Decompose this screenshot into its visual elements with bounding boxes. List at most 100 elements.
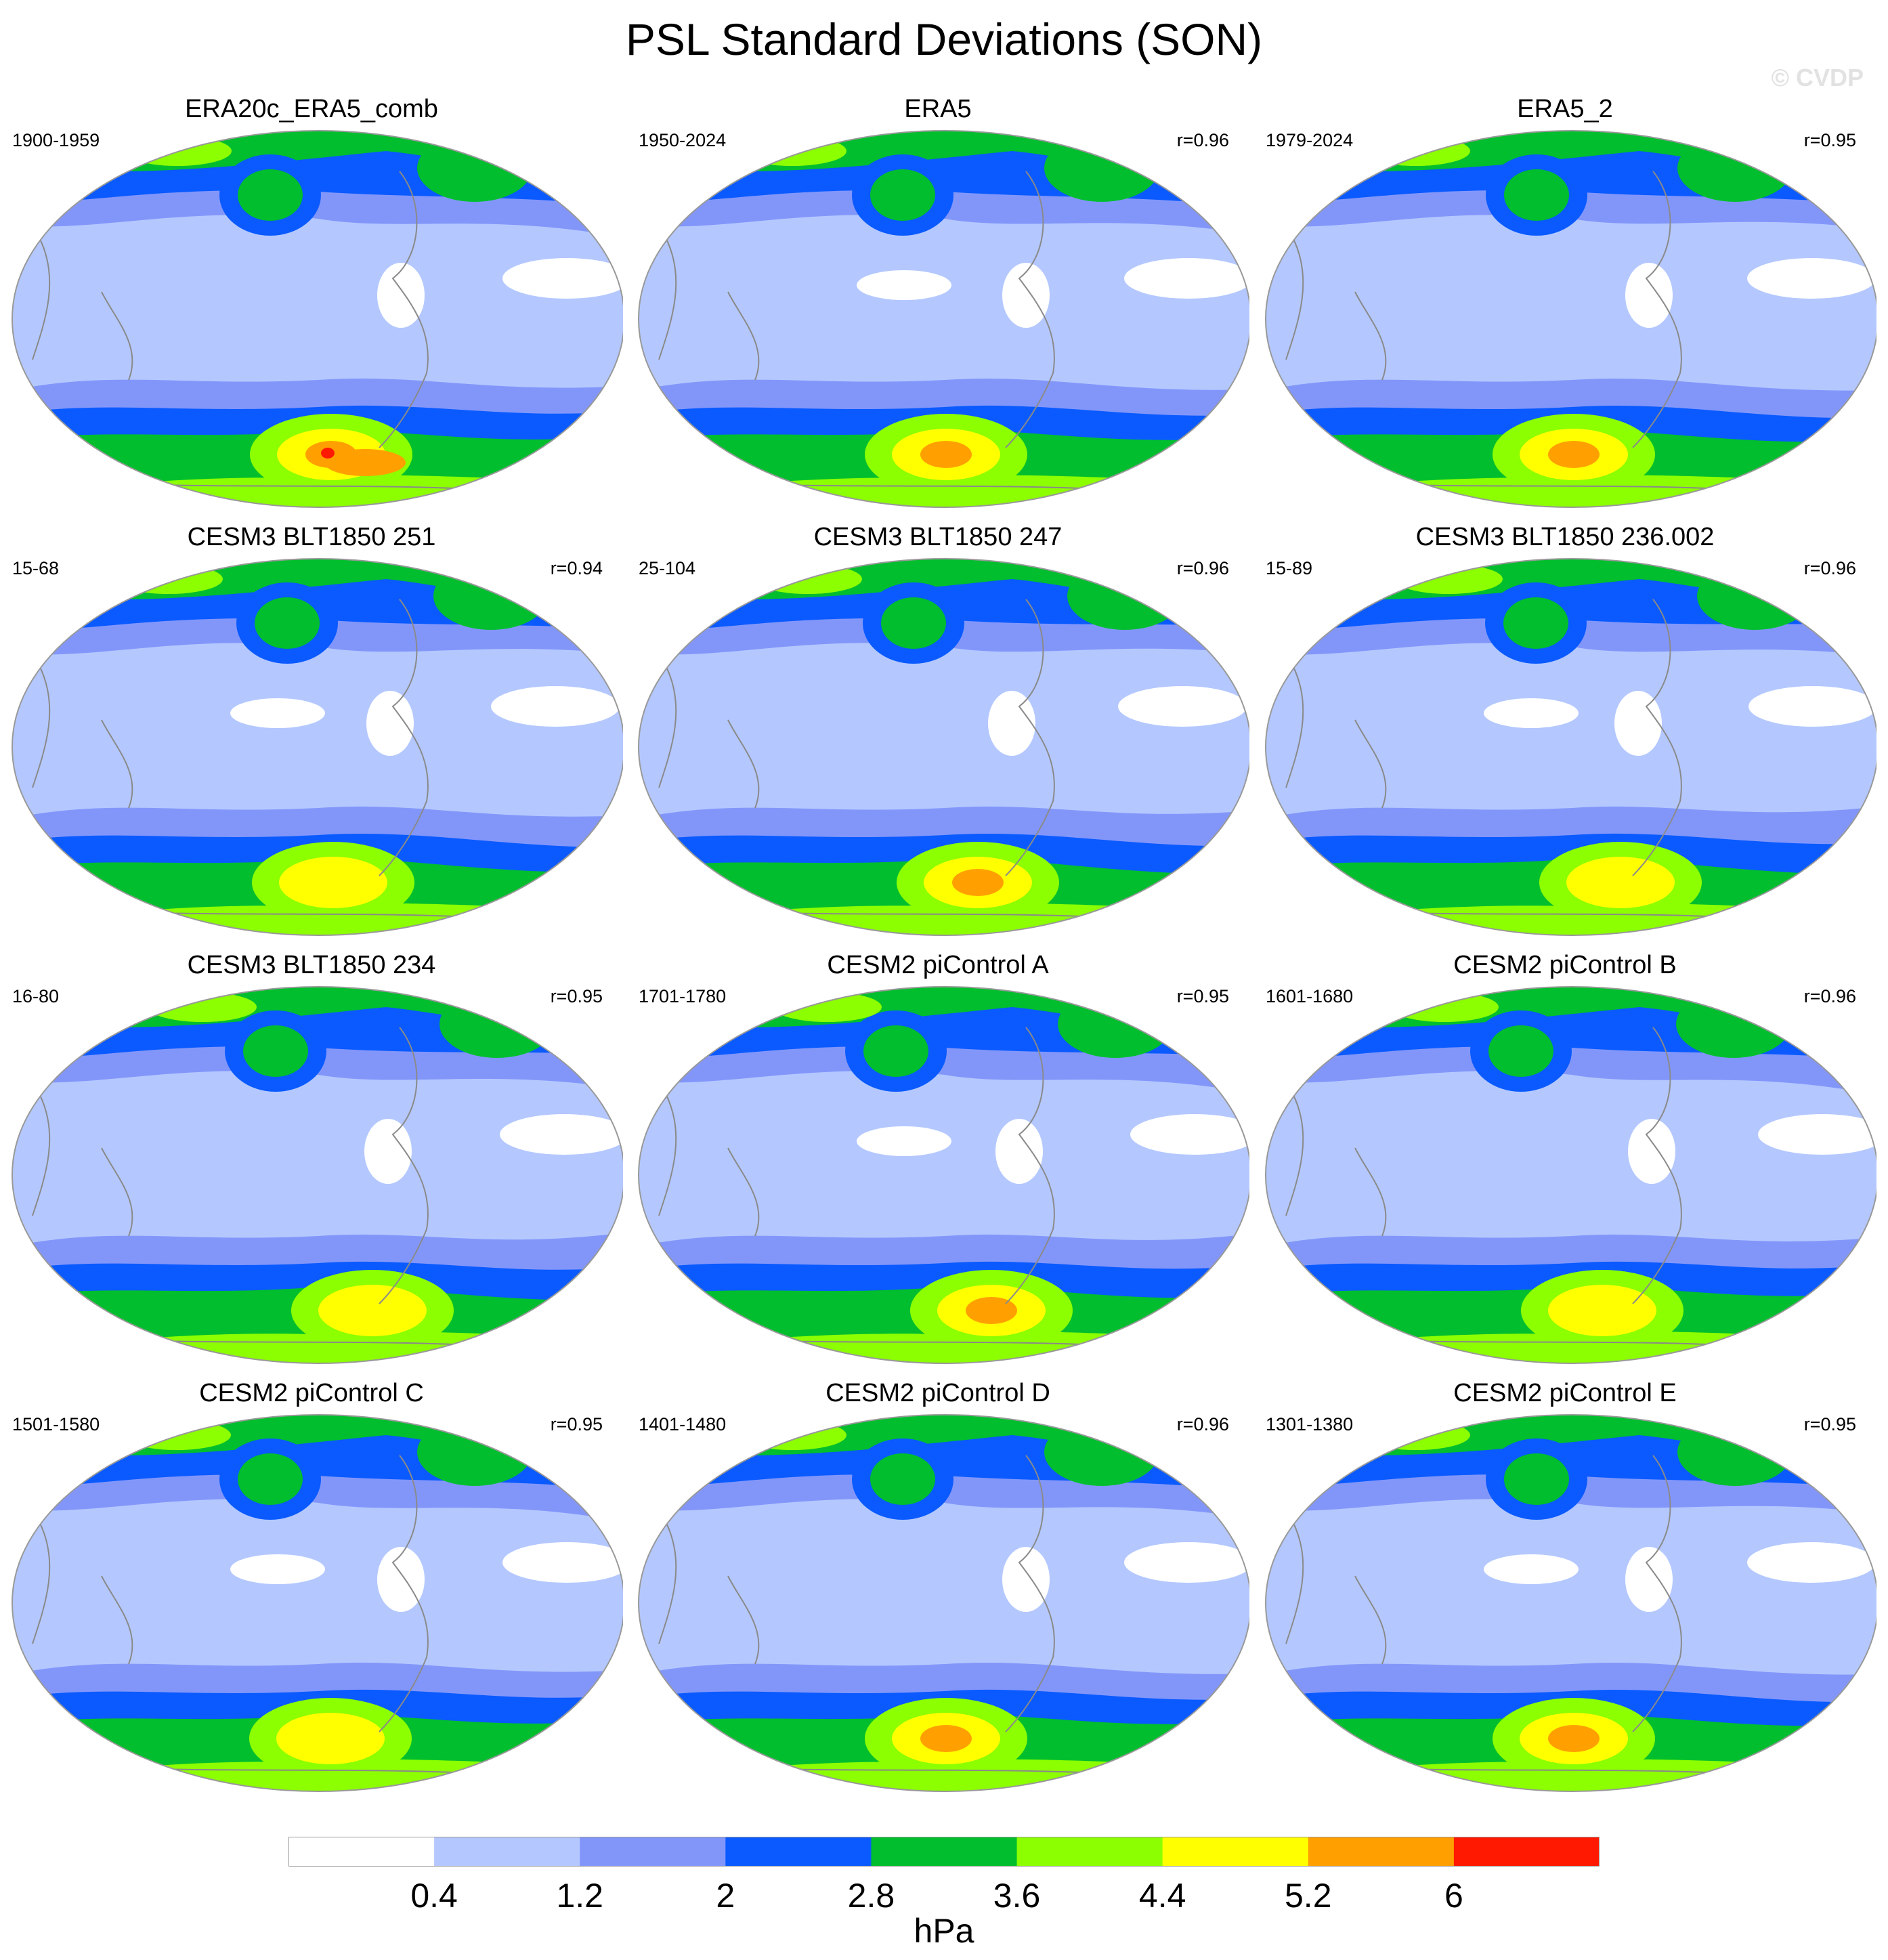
- panel-title: ERA20c_ERA5_comb: [185, 95, 438, 123]
- figure-title: PSL Standard Deviations (SON): [625, 14, 1263, 64]
- panel-year-range: 1900-1959: [12, 130, 100, 150]
- africa-coastline: [658, 237, 677, 360]
- panel-pattern-correlation: r=0.95: [1176, 986, 1229, 1006]
- colorbar: [288, 1837, 1600, 1867]
- map-outline: [1265, 558, 1876, 936]
- map-outline: [12, 986, 623, 1364]
- colorbar-tick-label: 6: [1444, 1877, 1463, 1915]
- panel-title: CESM2 piControl E: [1453, 1379, 1677, 1407]
- americas-coastline: [379, 1027, 429, 1304]
- global-map: [12, 986, 623, 1364]
- colorbar-tick-label: 2: [716, 1877, 735, 1915]
- africa-coastline: [32, 1093, 51, 1216]
- asia-australia-coastline: [1354, 719, 1387, 809]
- americas-coastline: [1632, 1027, 1682, 1304]
- asia-australia-coastline: [727, 291, 760, 381]
- map-panel: CESM3 BLT1850 247 25-104 r=0.96: [626, 521, 1249, 941]
- panel-title: CESM2 piControl B: [1453, 951, 1677, 979]
- colorbar-tick-label: 2.8: [847, 1877, 895, 1915]
- global-map: [1265, 130, 1876, 508]
- panel-title: CESM3 BLT1850 236.002: [1415, 523, 1715, 551]
- panel-title: CESM3 BLT1850 251: [187, 523, 436, 551]
- colorbar-swatch-5: [1016, 1837, 1163, 1867]
- panel-pattern-correlation: r=0.96: [1803, 558, 1856, 578]
- americas-coastline: [379, 1455, 429, 1732]
- colorbar-tick-label: 1.2: [556, 1877, 603, 1915]
- panel-year-range: 1950-2024: [639, 130, 727, 150]
- colorbar-swatch-4: [871, 1837, 1018, 1867]
- americas-coastline: [1005, 171, 1055, 448]
- panel-pattern-correlation: r=0.95: [550, 986, 603, 1006]
- americas-coastline: [1632, 1455, 1682, 1732]
- map-panel: ERA5 1950-2024 r=0.96: [626, 93, 1249, 513]
- panel-pattern-correlation: r=0.95: [1803, 1414, 1856, 1434]
- panel-year-range: 1301-1380: [1266, 1414, 1354, 1434]
- map-outline: [12, 1414, 623, 1792]
- asia-australia-coastline: [1354, 1575, 1387, 1665]
- africa-coastline: [1285, 1093, 1304, 1216]
- map-panel: CESM3 BLT1850 236.002 15-89 r=0.96: [1253, 521, 1876, 941]
- global-map: [638, 1414, 1249, 1792]
- global-map: [638, 130, 1249, 508]
- colorbar-tick-label: 0.4: [410, 1877, 458, 1915]
- africa-coastline: [1285, 665, 1304, 788]
- asia-australia-coastline: [101, 719, 133, 809]
- colorbar-tick-label: 5.2: [1285, 1877, 1332, 1915]
- global-map: [12, 130, 623, 508]
- africa-coastline: [32, 1521, 51, 1644]
- africa-coastline: [32, 665, 51, 788]
- map-outline: [1265, 130, 1876, 508]
- global-map: [638, 986, 1249, 1364]
- americas-coastline: [1005, 599, 1055, 876]
- global-map: [12, 1414, 623, 1792]
- panel-pattern-correlation: r=0.96: [1803, 986, 1856, 1006]
- panel-pattern-correlation: r=0.94: [550, 558, 603, 578]
- panel-title: CESM3 BLT1850 247: [813, 523, 1063, 551]
- map-outline: [638, 130, 1249, 508]
- map-outline: [12, 558, 623, 936]
- panel-pattern-correlation: r=0.95: [550, 1414, 603, 1434]
- panel-title: ERA5_2: [1517, 95, 1613, 123]
- map-outline: [1265, 1414, 1876, 1792]
- asia-australia-coastline: [101, 1575, 133, 1665]
- colorbar-swatch-7: [1308, 1837, 1455, 1867]
- colorbar-swatch-3: [725, 1837, 872, 1867]
- colorbar-unit-label: hPa: [914, 1912, 974, 1950]
- colorbar-swatch-8: [1453, 1837, 1600, 1867]
- panel-title: CESM2 piControl D: [825, 1379, 1050, 1407]
- map-panel: CESM3 BLT1850 234 16-80 r=0.95: [0, 950, 623, 1369]
- africa-coastline: [1285, 237, 1304, 360]
- asia-australia-coastline: [1354, 291, 1387, 381]
- map-panel: CESM2 piControl D 1401-1480 r=0.96: [626, 1378, 1249, 1797]
- asia-australia-coastline: [727, 1147, 760, 1237]
- map-panel: CESM2 piControl A 1701-1780 r=0.95: [626, 950, 1249, 1369]
- map-outline: [638, 558, 1249, 936]
- americas-coastline: [1005, 1455, 1055, 1732]
- panel-title: CESM2 piControl C: [199, 1379, 424, 1407]
- asia-australia-coastline: [727, 1575, 760, 1665]
- map-outline: [638, 1414, 1249, 1792]
- americas-coastline: [379, 171, 429, 448]
- colorbar-tick-label: 4.4: [1138, 1877, 1186, 1915]
- panel-year-range: 15-68: [12, 558, 60, 578]
- global-map: [12, 558, 623, 936]
- africa-coastline: [658, 665, 677, 788]
- map-outline: [638, 986, 1249, 1364]
- panel-title: CESM3 BLT1850 234: [187, 951, 436, 979]
- map-panel: ERA5_2 1979-2024 r=0.95: [1253, 93, 1876, 513]
- panel-year-range: 15-89: [1266, 558, 1313, 578]
- map-panel: ERA20c_ERA5_comb 1900-1959: [0, 93, 623, 513]
- panel-year-range: 1701-1780: [639, 986, 727, 1006]
- colorbar-swatch-2: [580, 1837, 726, 1867]
- colorbar-swatch-1: [434, 1837, 580, 1867]
- panel-year-range: 1979-2024: [1266, 130, 1354, 150]
- map-outline: [12, 130, 623, 508]
- panel-pattern-correlation: r=0.96: [1176, 1414, 1229, 1434]
- panel-title: ERA5: [904, 95, 972, 123]
- global-map: [1265, 558, 1876, 936]
- americas-coastline: [1005, 1027, 1055, 1304]
- panel-year-range: 1601-1680: [1266, 986, 1354, 1006]
- panel-pattern-correlation: r=0.96: [1176, 558, 1229, 578]
- global-map: [1265, 986, 1876, 1364]
- asia-australia-coastline: [727, 719, 760, 809]
